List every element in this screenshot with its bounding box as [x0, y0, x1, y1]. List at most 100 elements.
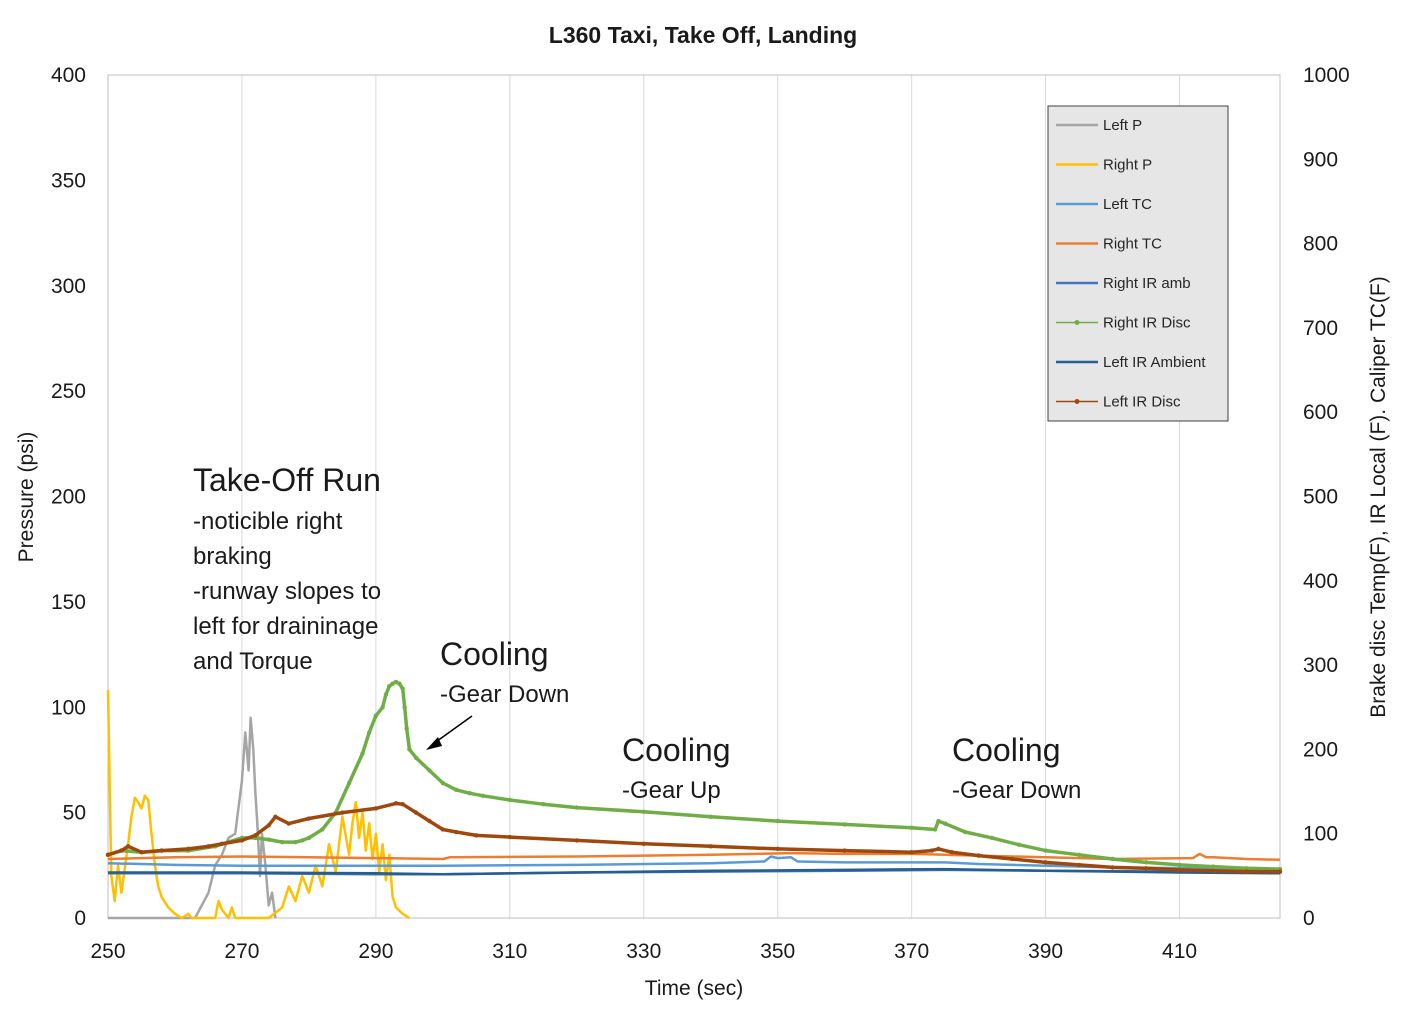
data-point — [286, 821, 292, 826]
plot-area — [107, 74, 1281, 919]
y2-tick-label: 200 — [1303, 738, 1338, 761]
y2-tick-label: 800 — [1303, 233, 1338, 256]
annotation-title: Cooling — [622, 732, 731, 768]
data-point — [105, 852, 111, 857]
data-point — [340, 810, 345, 815]
data-point — [842, 848, 847, 853]
y2-tick-label: 100 — [1303, 823, 1338, 846]
data-point — [383, 692, 389, 697]
y-axis-label: Pressure (psi) — [15, 432, 38, 563]
data-point — [293, 839, 298, 845]
annotation-title: Cooling — [440, 636, 549, 672]
legend-marker — [1074, 320, 1080, 325]
y-tick-label: 50 — [63, 802, 86, 825]
data-point — [708, 814, 713, 820]
data-point — [480, 793, 486, 798]
data-point — [1016, 842, 1022, 847]
data-point — [306, 835, 312, 841]
annotation-3: Cooling -Gear Up — [622, 732, 731, 804]
series-right-tc — [107, 851, 1281, 862]
data-point — [253, 833, 258, 838]
y2-tick-label: 700 — [1303, 317, 1338, 340]
annotation-title: Take-Off Run — [193, 462, 381, 498]
y2-tick-label: 500 — [1303, 486, 1338, 509]
series-left-ir-ambient — [108, 867, 1281, 876]
data-point — [373, 806, 379, 811]
annotation-line: -Gear Down — [440, 681, 569, 708]
data-point — [936, 846, 941, 852]
y2-axis-label: Brake disc Temp(F), IR Local (F). Calipe… — [1367, 276, 1390, 717]
data-point — [936, 818, 941, 824]
data-point — [306, 816, 312, 821]
data-point — [932, 827, 938, 832]
series-left-ir-disc — [105, 801, 1283, 874]
data-point — [427, 768, 432, 773]
data-point — [454, 829, 459, 835]
data-point — [1076, 852, 1082, 857]
data-point — [366, 730, 372, 735]
data-point — [1110, 856, 1115, 862]
series-line-right-p — [106, 690, 411, 920]
data-point — [1277, 869, 1283, 874]
x-tick-label: 370 — [894, 940, 929, 963]
x-tick-label: 350 — [760, 940, 795, 963]
y-tick-label: 0 — [74, 907, 86, 930]
data-point — [427, 818, 432, 824]
data-point — [842, 822, 847, 827]
x-axis-label: Time (sec) — [645, 977, 743, 1000]
data-point — [1210, 868, 1216, 873]
x-tick-label: 410 — [1162, 940, 1197, 963]
data-point — [467, 791, 472, 796]
data-point — [390, 681, 395, 686]
legend-label: Left P — [1103, 117, 1142, 134]
y-tick-label: 200 — [51, 486, 86, 509]
data-point — [393, 679, 399, 685]
data-point — [929, 848, 934, 853]
legend-label: Right P — [1103, 157, 1152, 174]
data-point — [949, 850, 955, 855]
legend-item-right-p: Right P — [1056, 157, 1152, 174]
data-point — [909, 825, 914, 830]
data-point — [413, 810, 419, 815]
y-tick-label: 300 — [51, 275, 86, 298]
data-point — [387, 683, 392, 689]
data-point — [279, 839, 285, 845]
y2-tick-label: 400 — [1303, 570, 1338, 593]
annotation-4: Cooling -Gear Down — [952, 732, 1081, 804]
legend-marker — [1074, 399, 1080, 404]
x-tick-label: 390 — [1028, 940, 1063, 963]
data-point — [976, 853, 981, 858]
data-point — [159, 848, 164, 853]
data-point — [219, 841, 225, 847]
series-line-right-tc — [107, 851, 1281, 862]
legend-item-right-tc: Right TC — [1056, 236, 1162, 253]
x-tick-label: 270 — [224, 940, 259, 963]
legend-item-left-p: Left P — [1056, 117, 1142, 134]
annotation-title: Cooling — [952, 732, 1061, 768]
series-line-left-ir-ambient — [108, 867, 1281, 876]
data-point — [400, 686, 405, 691]
annotations: Take-Off Run -noticible right braking -runw… — [193, 462, 1081, 804]
data-point — [507, 797, 513, 803]
data-point — [1043, 848, 1048, 853]
y-tick-label: 400 — [51, 64, 86, 87]
legend-item-left-ir-disc: Left IR Disc — [1056, 394, 1181, 411]
y-tick-label: 150 — [51, 591, 86, 614]
series-left-tc — [107, 855, 1281, 871]
data-point — [1177, 862, 1182, 868]
data-point — [641, 841, 646, 847]
legend-label: Right TC — [1103, 236, 1162, 253]
series-left-p — [108, 716, 277, 920]
legend-item-right-ir-amb: Right IR amb — [1056, 275, 1191, 292]
axes: 250 270 290 310 330 350 370 390 410 0 50 100 150 200 2… — [51, 64, 1350, 963]
data-point — [942, 821, 948, 826]
annotation-arrow — [432, 715, 473, 745]
y2-tick-label: 1000 — [1303, 64, 1350, 87]
legend-item-left-ir-ambient: Left IR Ambient — [1056, 354, 1206, 371]
data-point — [119, 848, 124, 853]
data-point — [266, 823, 271, 828]
data-point — [1110, 865, 1115, 870]
data-point — [397, 681, 402, 686]
